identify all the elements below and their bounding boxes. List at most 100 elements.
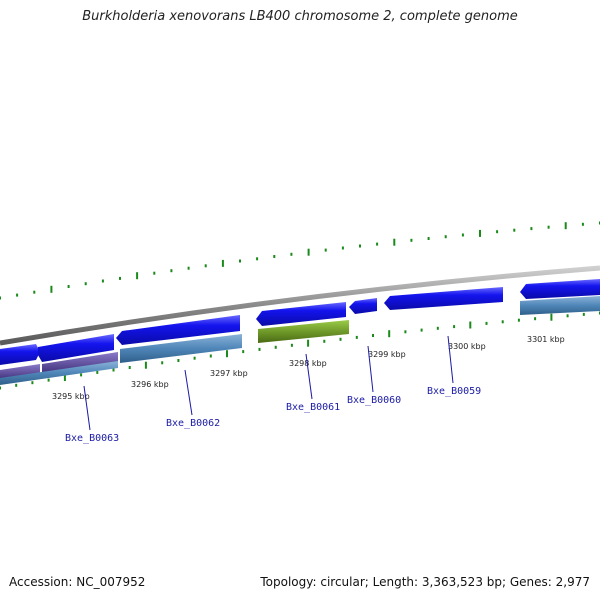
minor-tick xyxy=(339,337,342,341)
minor-tick xyxy=(453,325,456,329)
minor-tick xyxy=(323,339,326,343)
kbp-label: 3296 kbp xyxy=(131,380,169,389)
topology-text: Topology: circular; Length: 3,363,523 bp… xyxy=(260,575,590,589)
minor-tick xyxy=(204,264,207,268)
major-tick xyxy=(469,321,472,329)
minor-tick xyxy=(485,321,488,325)
gene-block[interactable] xyxy=(0,361,118,385)
minor-tick xyxy=(566,314,569,318)
minor-tick xyxy=(290,343,293,347)
accession-text: Accession: NC_007952 xyxy=(9,575,146,589)
upper-tick-row xyxy=(0,221,600,300)
minor-tick xyxy=(359,244,361,248)
minor-tick xyxy=(170,269,173,273)
minor-tick xyxy=(341,246,344,250)
kbp-scale: 3295 kbp 3296 kbp 3297 kbp 3298 kbp 3299… xyxy=(52,335,565,401)
kbp-label: 3298 kbp xyxy=(289,359,327,368)
minor-tick xyxy=(31,381,34,385)
major-tick xyxy=(144,361,147,369)
minor-tick xyxy=(153,271,156,275)
major-tick xyxy=(50,285,53,293)
leader-line xyxy=(83,385,91,431)
gene-leader-lines xyxy=(83,335,454,431)
gene-block[interactable] xyxy=(258,320,349,343)
major-tick xyxy=(388,330,391,338)
minor-tick xyxy=(582,312,585,316)
minor-tick xyxy=(273,255,276,258)
lower-tick-row xyxy=(0,311,600,390)
gene-block[interactable] xyxy=(120,334,242,363)
minor-tick xyxy=(376,242,379,246)
leader-line xyxy=(447,335,454,384)
kbp-label: 3300 kbp xyxy=(448,342,486,351)
minor-tick xyxy=(461,233,464,237)
minor-tick xyxy=(209,354,212,358)
cds-arrow[interactable] xyxy=(256,302,346,326)
minor-tick xyxy=(581,222,584,226)
minor-tick xyxy=(355,335,358,339)
kbp-label: 3301 kbp xyxy=(527,335,565,344)
minor-tick xyxy=(436,326,439,330)
major-tick xyxy=(479,229,481,237)
minor-tick xyxy=(274,345,277,349)
gene-label[interactable]: Bxe_B0060 xyxy=(347,395,401,406)
minor-tick xyxy=(0,296,1,300)
major-tick xyxy=(226,350,228,358)
minor-tick xyxy=(80,373,83,377)
minor-tick xyxy=(427,237,430,240)
minor-tick xyxy=(177,359,180,362)
minor-tick xyxy=(410,238,413,242)
major-tick xyxy=(550,313,553,321)
cds-arrow[interactable] xyxy=(38,334,114,362)
gene-track-lower xyxy=(0,296,600,385)
minor-tick xyxy=(420,328,423,332)
gene-labels: Bxe_B0063 Bxe_B0062 Bxe_B0061 Bxe_B0060 … xyxy=(65,386,481,444)
minor-tick xyxy=(15,383,18,387)
minor-tick xyxy=(96,370,99,374)
cds-arrow[interactable] xyxy=(384,287,503,310)
minor-tick xyxy=(256,257,259,261)
major-tick xyxy=(393,238,396,246)
minor-tick xyxy=(119,276,121,280)
major-tick xyxy=(221,259,224,267)
minor-tick xyxy=(496,230,499,234)
minor-tick xyxy=(16,293,19,297)
minor-tick xyxy=(530,227,533,231)
kbp-label: 3297 kbp xyxy=(210,369,248,378)
minor-tick xyxy=(324,248,327,252)
cds-arrow[interactable] xyxy=(0,344,40,365)
kbp-label: 3299 kbp xyxy=(368,350,406,359)
leader-line xyxy=(367,345,374,393)
minor-tick xyxy=(0,386,1,390)
gene-label[interactable]: Bxe_B0061 xyxy=(286,402,340,413)
minor-tick xyxy=(501,320,504,324)
major-tick xyxy=(307,248,310,256)
gene-label[interactable]: Bxe_B0063 xyxy=(65,433,119,444)
minor-tick xyxy=(547,225,550,229)
major-tick xyxy=(136,272,139,280)
minor-tick xyxy=(242,350,245,354)
major-tick xyxy=(63,374,66,381)
major-tick xyxy=(564,222,567,230)
gene-block[interactable] xyxy=(42,352,118,374)
minor-tick xyxy=(67,285,70,288)
cds-arrow[interactable] xyxy=(349,298,377,314)
cds-track-upper xyxy=(0,279,600,365)
gene-block[interactable] xyxy=(520,296,600,315)
minor-tick xyxy=(84,282,87,286)
cds-arrow[interactable] xyxy=(116,315,240,345)
gene-label[interactable]: Bxe_B0059 xyxy=(427,386,481,397)
gene-block[interactable] xyxy=(0,364,40,380)
kbp-label: 3295 kbp xyxy=(52,392,90,401)
cds-arrow[interactable] xyxy=(520,279,600,299)
gene-label[interactable]: Bxe_B0062 xyxy=(166,418,220,429)
minor-tick xyxy=(513,228,516,232)
minor-tick xyxy=(112,368,115,372)
minor-tick xyxy=(258,347,261,351)
minor-tick xyxy=(128,366,131,369)
minor-tick xyxy=(517,318,520,322)
minor-tick xyxy=(33,290,36,294)
leader-line xyxy=(305,353,313,400)
